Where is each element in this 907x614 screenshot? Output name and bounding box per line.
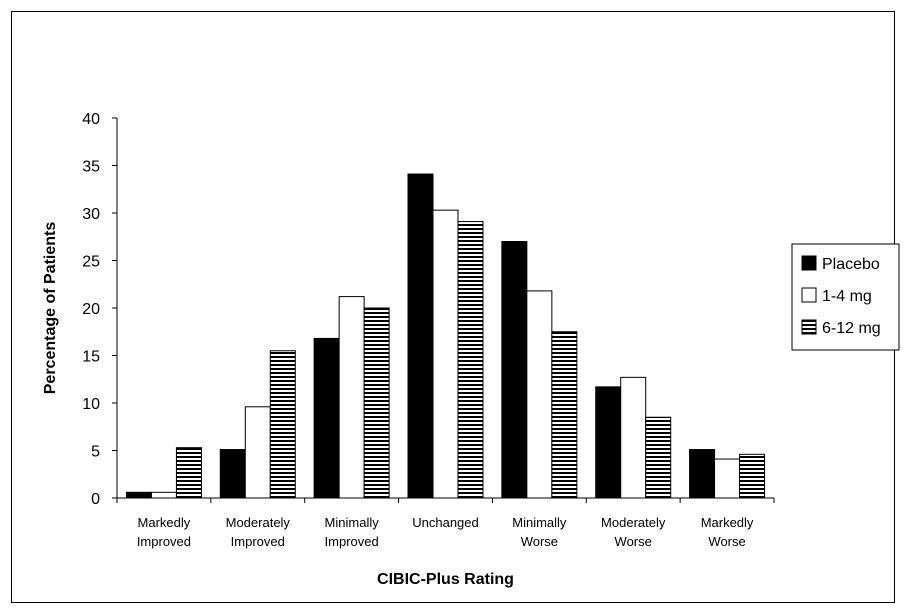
y-tick-label: 10	[82, 396, 100, 413]
bar-1-4-mg-0	[150, 491, 177, 499]
y-tick-label: 20	[82, 301, 100, 318]
bar-6-12-mg-3	[457, 221, 484, 499]
bar-1-4-mg-1	[244, 406, 271, 499]
y-tick-label: 25	[82, 254, 100, 271]
x-tick-label: Minimally Improved	[325, 515, 380, 549]
legend-label: 6-12 mg	[822, 320, 881, 337]
y-tick-label: 5	[91, 444, 100, 461]
bar-placebo-4	[501, 241, 528, 499]
x-axis-title: CIBIC-Plus Rating	[377, 571, 514, 588]
x-tick-label: Markedly Worse	[701, 515, 754, 549]
y-axis-title: Percentage of Patients	[42, 222, 59, 395]
legend-swatch	[801, 319, 817, 335]
bar-6-12-mg-4	[551, 331, 578, 499]
bar-placebo-0	[125, 491, 152, 499]
y-tick-label: 40	[82, 111, 100, 128]
x-tick-label: Markedly Improved	[137, 515, 191, 549]
tick-labels: 0 5 10 15 20 25 30 35 40 Markedly Improved Moderate…	[82, 111, 754, 549]
bars	[125, 173, 766, 499]
bar-placebo-2	[313, 337, 340, 499]
bar-6-12-mg-5	[645, 416, 672, 499]
bar-1-4-mg-3	[432, 209, 459, 499]
legend-swatch	[801, 287, 817, 303]
y-tick-label: 35	[82, 159, 100, 176]
bar-placebo-3	[407, 173, 434, 499]
y-tick-label: 15	[82, 349, 100, 366]
bar-6-12-mg-2	[363, 307, 390, 499]
bar-placebo-6	[689, 449, 716, 499]
x-tick-label: Moderately Worse	[601, 515, 666, 549]
bar-1-4-mg-2	[338, 296, 365, 499]
x-tick-label: Moderately Improved	[226, 515, 291, 549]
legend-swatch	[801, 255, 817, 271]
legend-label: 1-4 mg	[822, 288, 872, 305]
bar-1-4-mg-4	[526, 290, 553, 499]
y-tick-label: 0	[91, 491, 100, 508]
bar-placebo-5	[595, 386, 622, 499]
x-tick-label: Minimally Worse	[512, 515, 567, 549]
legend-label: Placebo	[822, 256, 880, 273]
bar-6-12-mg-1	[269, 350, 296, 499]
bar-6-12-mg-0	[175, 447, 202, 499]
bar-placebo-1	[219, 449, 246, 499]
x-tick-label: Unchanged	[412, 515, 479, 530]
y-tick-label: 30	[82, 206, 100, 223]
bar-6-12-mg-6	[739, 453, 766, 499]
bar-1-4-mg-5	[620, 376, 647, 499]
bar-1-4-mg-6	[714, 458, 741, 499]
legend: Placebo 1-4 mg 6-12 mg	[791, 243, 900, 351]
